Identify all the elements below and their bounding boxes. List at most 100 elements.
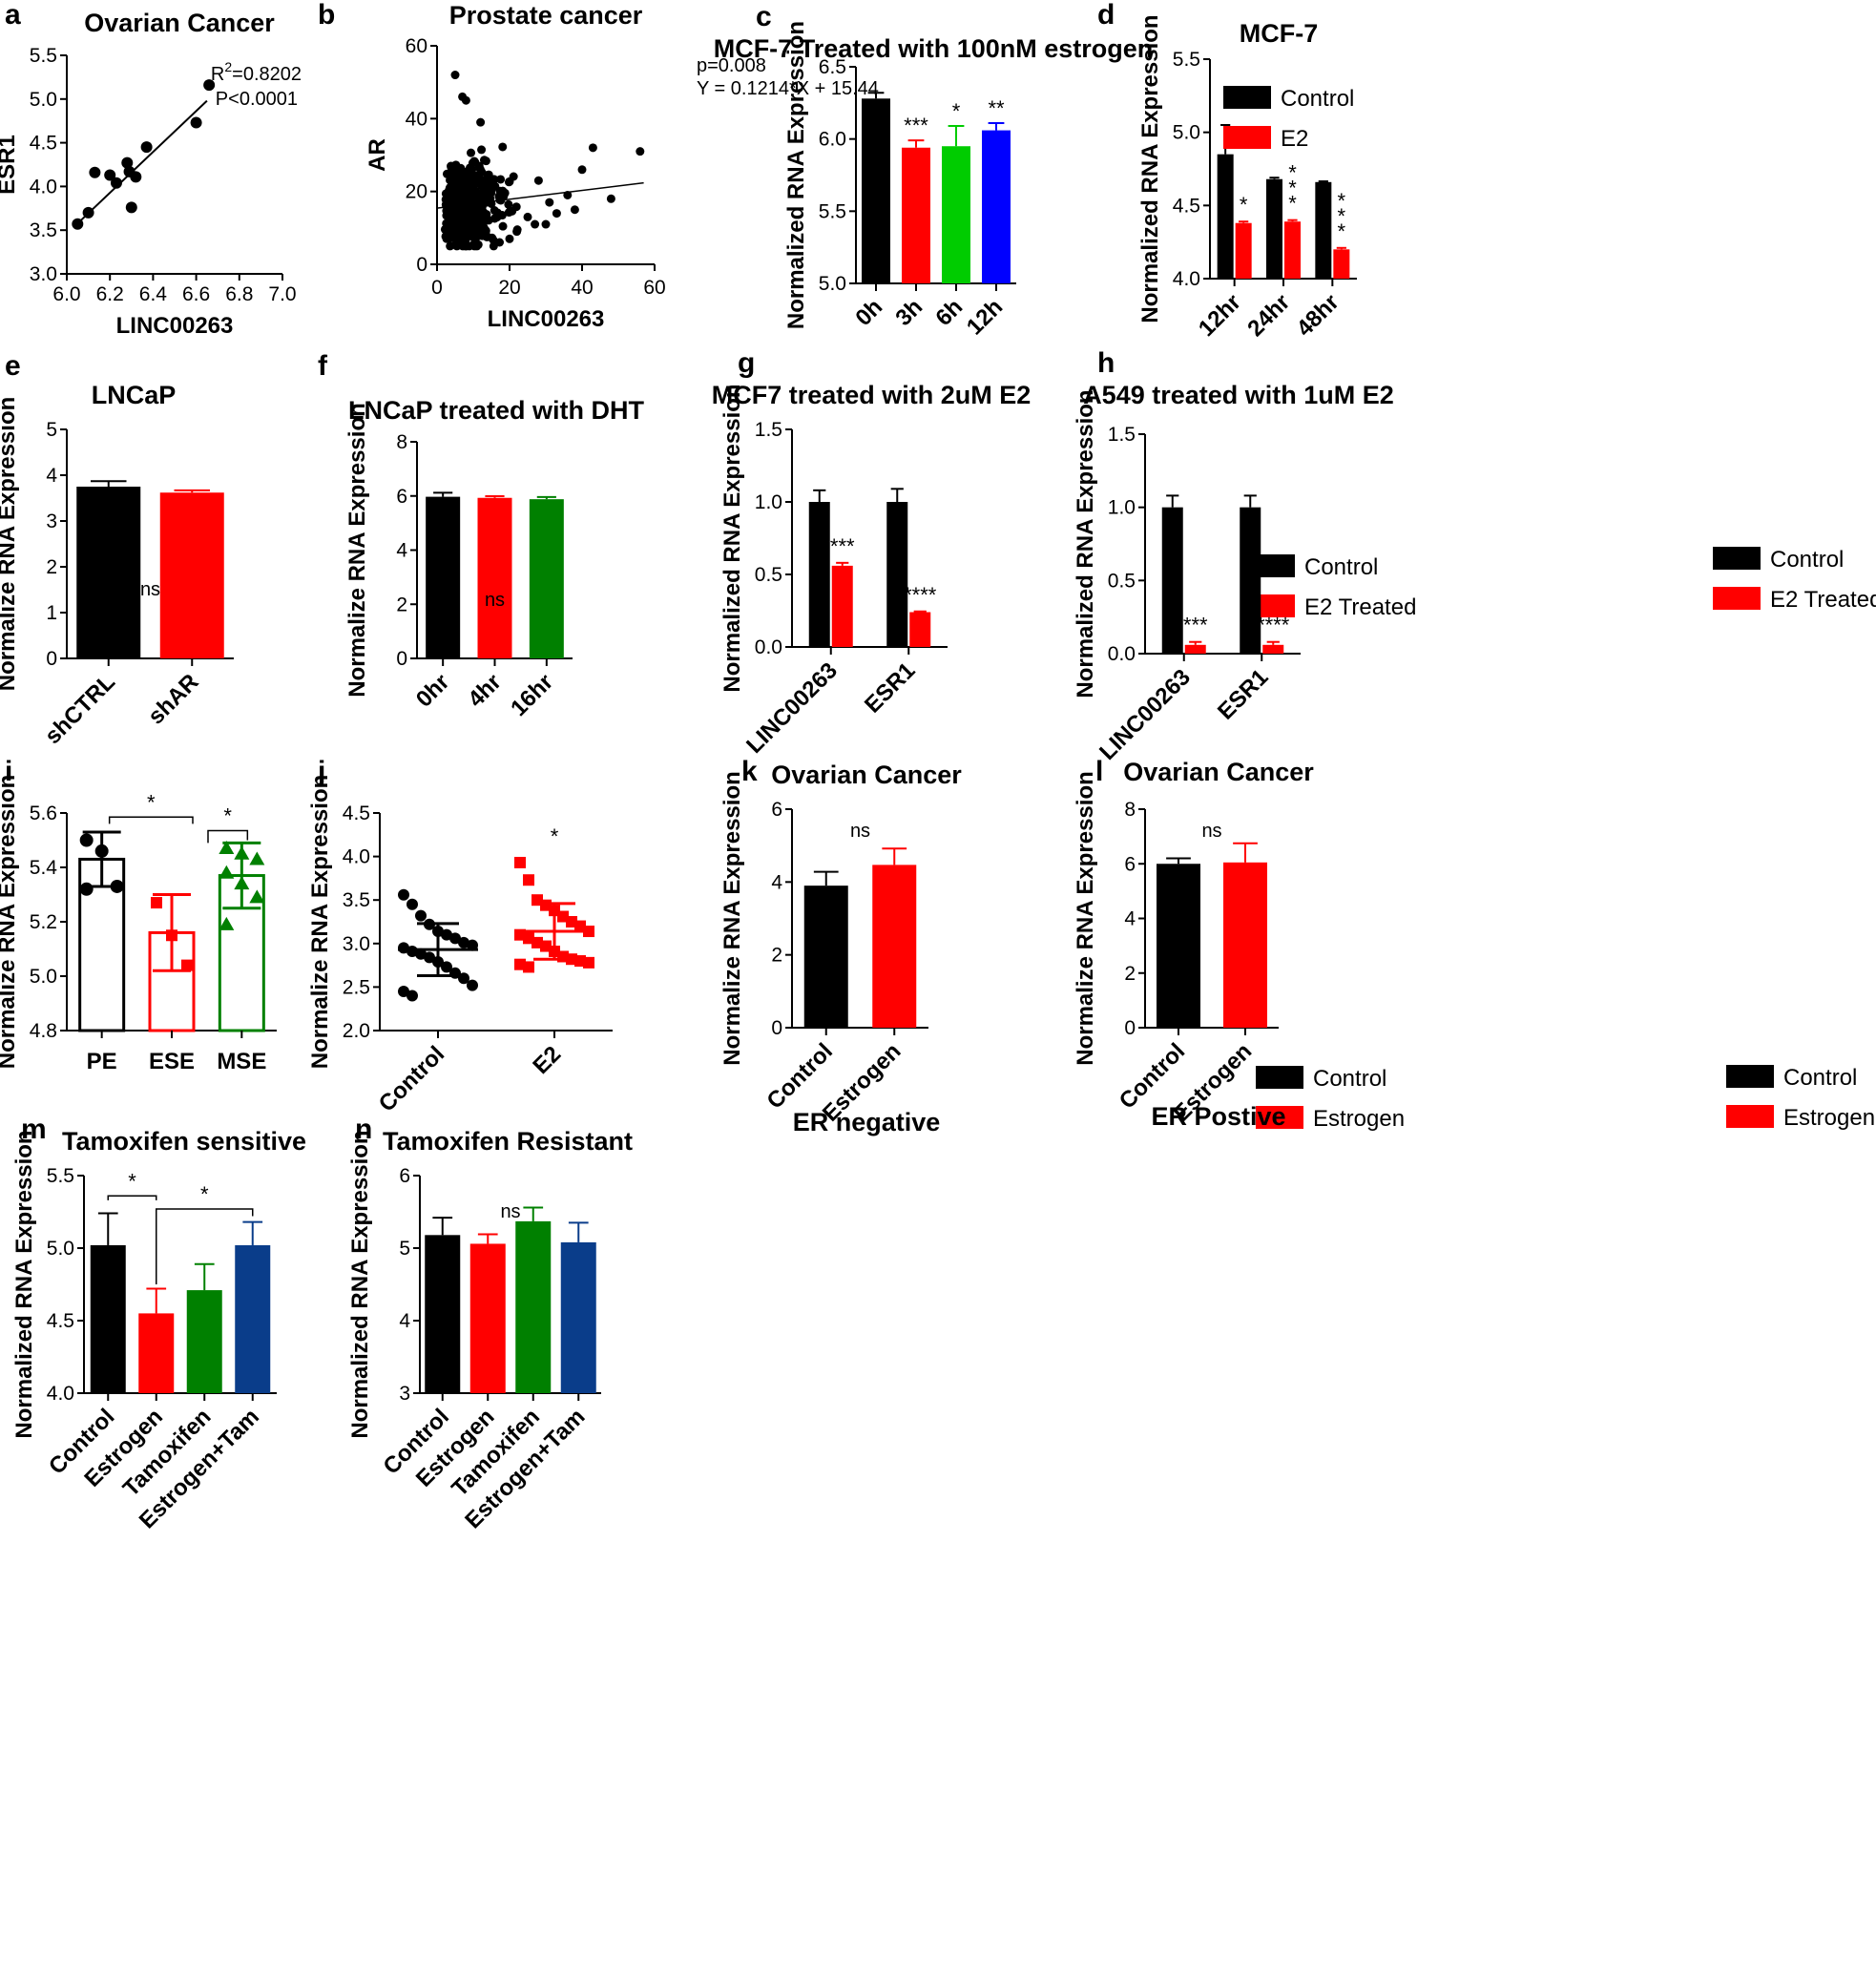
bar	[902, 147, 930, 283]
significance-star: *	[1288, 192, 1297, 216]
y-tick-label: 0.0	[755, 636, 782, 658]
x-category-label: Control	[374, 1041, 449, 1116]
data-point	[469, 204, 478, 214]
chart-title: MCF-7	[1240, 19, 1319, 48]
panel-label: m	[21, 1114, 47, 1145]
data-point-triangle	[234, 845, 250, 860]
bar	[235, 1244, 271, 1393]
data-point	[449, 932, 461, 945]
y-tick-label: 3	[399, 1383, 410, 1405]
bracket-label: *	[128, 1169, 136, 1193]
y-tick-label: 6	[396, 486, 407, 508]
data-point	[497, 211, 507, 220]
significance-bracket	[207, 829, 249, 844]
bar	[186, 1290, 222, 1393]
significance-mark: **	[988, 96, 1005, 120]
data-point	[468, 213, 477, 222]
y-axis-label: Normalize RNA Expression	[719, 771, 745, 1066]
y-tick-label: 5.0	[30, 966, 57, 988]
x-category-label: 24hr	[1242, 289, 1295, 342]
data-point-triangle	[234, 876, 250, 890]
x-tick-label: 40	[571, 277, 593, 299]
data-point	[406, 898, 418, 910]
data-point	[511, 202, 521, 212]
y-axis-label: Normalized RNA Expression	[719, 384, 745, 692]
legend-swatch	[1256, 1066, 1303, 1089]
data-point	[447, 162, 456, 172]
data-point	[449, 184, 459, 194]
x-category-label: MSE	[217, 1049, 266, 1074]
ns-annotation: ns	[500, 1201, 520, 1222]
panel-i: i 4.8 5.0 5.2 5.4 5.6 Normalize RNA Expression…	[0, 756, 277, 1074]
x-category-label: 3h	[890, 294, 928, 331]
x-category-label: ESR1	[1213, 664, 1273, 724]
legend-label: Control	[1770, 547, 1844, 573]
x-category-label: 16hr	[506, 669, 558, 721]
data-point	[459, 177, 469, 187]
data-point	[472, 241, 482, 251]
y-tick-label: 20	[406, 181, 427, 203]
data-point	[79, 833, 94, 847]
data-point	[406, 990, 418, 1002]
y-tick-label: 5.0	[30, 89, 57, 111]
legend-label: Estrogen	[1313, 1106, 1405, 1132]
legend-swatch	[1726, 1065, 1774, 1088]
data-point	[485, 194, 494, 203]
y-tick-label: 2.5	[343, 976, 370, 998]
bar	[942, 146, 970, 283]
legend-label: Control	[1313, 1066, 1386, 1092]
data-point-triangle	[249, 889, 265, 904]
data-point	[415, 948, 427, 960]
data-point	[457, 210, 467, 219]
data-point	[467, 939, 478, 951]
data-point	[606, 194, 615, 203]
legend-label: Control	[1783, 1065, 1857, 1091]
data-point	[453, 191, 463, 200]
bar	[560, 1241, 596, 1393]
y-tick-label: 3.5	[30, 219, 57, 241]
panel-e: e LNCaP 0 1 2 3 4 5 Normalize RNA Expression shCT…	[0, 350, 234, 749]
y-tick-label: 3.0	[343, 933, 370, 955]
panel-label: d	[1097, 0, 1115, 31]
bar	[872, 865, 917, 1028]
x-category-label: 4hr	[463, 669, 507, 713]
chart-title: LNCaP	[92, 381, 177, 409]
chart-title: LNCaP treated with DHT	[348, 396, 645, 425]
chart-title: A549 treated with 1uM E2	[1083, 381, 1394, 409]
data-point	[203, 79, 216, 92]
significance-star: *	[1338, 204, 1346, 228]
x-tick-label: 6.8	[225, 283, 253, 305]
bar	[886, 502, 908, 647]
significance-star: *	[1338, 189, 1346, 213]
y-tick-label: 6	[1124, 853, 1136, 875]
legend-swatch	[1223, 126, 1271, 149]
y-tick-label: 2.0	[343, 1020, 370, 1042]
bar	[982, 130, 1011, 283]
panel-a: a Ovarian Cancer 3.0 3.5 4.0 4.5 5.0 5.5 ESR1 6.0…	[0, 0, 302, 339]
data-point	[441, 928, 452, 941]
x-axis-label: LINC00263	[488, 306, 605, 332]
data-point	[476, 117, 486, 127]
y-axis-label: Normalized RNA Expression	[783, 21, 809, 329]
data-point	[500, 188, 510, 198]
bar	[1262, 644, 1284, 654]
data-point	[577, 165, 587, 175]
y-axis-label: Normalize RNA Expression	[0, 775, 20, 1070]
panel-label: g	[738, 347, 755, 379]
ns-annotation: ns	[850, 821, 870, 842]
data-point	[89, 166, 101, 178]
bracket-label: *	[147, 790, 156, 814]
panel-label: a	[5, 0, 21, 31]
panel-label: b	[318, 0, 335, 31]
data-point-triangle	[219, 841, 235, 855]
y-tick-label: 4	[396, 540, 407, 562]
panel-label: k	[741, 756, 758, 787]
y-tick-label: 8	[1124, 799, 1136, 821]
data-point	[447, 233, 456, 242]
y-tick-label: 0.0	[1108, 643, 1136, 665]
y-tick-label: 4	[46, 465, 57, 487]
data-point	[455, 169, 465, 178]
data-point	[415, 909, 427, 922]
panel-label: f	[318, 350, 328, 382]
y-tick-label: 4	[1124, 908, 1136, 930]
